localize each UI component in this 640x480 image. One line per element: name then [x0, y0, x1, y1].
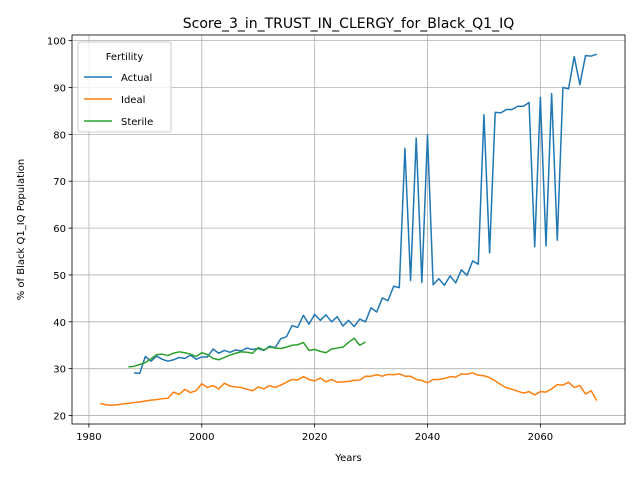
x-tick-label: 2020 — [302, 432, 327, 443]
legend-label-sterile: Sterile — [121, 117, 153, 128]
y-tick-label: 60 — [53, 224, 66, 235]
y-tick-label: 40 — [53, 318, 66, 329]
legend-title: Fertility — [106, 52, 144, 63]
series-line-sterile — [128, 337, 366, 368]
y-tick-label: 20 — [53, 412, 66, 423]
legend: Fertility Actual Ideal Sterile — [77, 41, 172, 133]
chart-title: Score_3_in_TRUST_IN_CLERGY_for_Black_Q1_… — [183, 16, 515, 32]
axis-ticks: 1980 2000 2020 2040 2060 20 30 40 50 60 70 80 90 100 — [47, 37, 553, 443]
y-tick-label: 50 — [53, 271, 66, 282]
y-tick-label: 80 — [53, 130, 66, 141]
series-lines — [100, 53, 598, 406]
x-tick-label: 2000 — [189, 432, 214, 443]
y-tick-label: 30 — [53, 365, 66, 376]
legend-label-actual: Actual — [121, 73, 152, 84]
x-tick-label: 2060 — [528, 432, 553, 443]
legend-label-ideal: Ideal — [121, 95, 145, 106]
x-tick-label: 1980 — [76, 432, 101, 443]
series-line-actual — [134, 53, 598, 375]
y-tick-label: 100 — [47, 37, 66, 48]
legend-items: Actual Ideal Sterile — [84, 73, 153, 128]
x-axis-label: Years — [334, 453, 361, 464]
x-tick-label: 2040 — [415, 432, 440, 443]
y-axis-label: % of Black Q1_IQ Population — [16, 159, 27, 301]
y-tick-label: 70 — [53, 177, 66, 188]
legend-box — [77, 41, 172, 133]
plot-frame — [71, 34, 626, 425]
y-tick-label: 90 — [53, 83, 66, 94]
series-line-ideal — [100, 372, 598, 406]
